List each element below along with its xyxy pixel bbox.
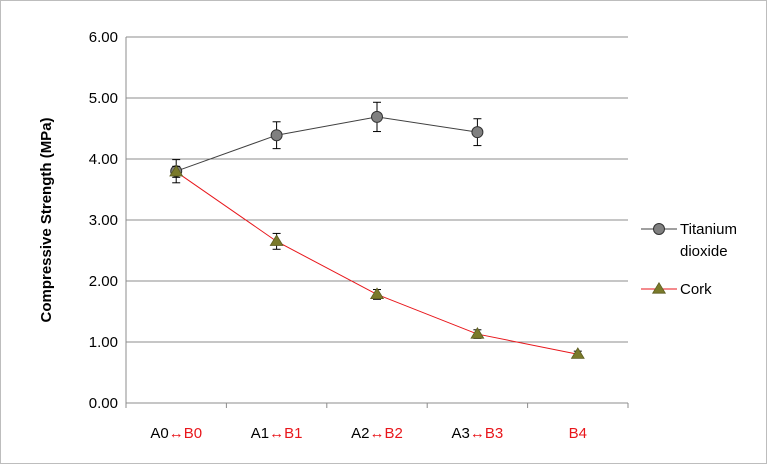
legend-label: Titanium xyxy=(680,221,737,238)
x-tick-label-a: A0 xyxy=(150,425,168,442)
y-tick-labels: 0.00 1.00 2.00 3.00 4.00 5.00 6.00 xyxy=(89,29,118,412)
series-line xyxy=(176,116,478,172)
legend: Titanium dioxide Cork xyxy=(641,221,737,298)
y-tick-label: 6.00 xyxy=(89,29,118,46)
x-tick-label-a: A2 xyxy=(351,425,369,442)
data-point-marker xyxy=(371,110,383,123)
legend-item: Titanium dioxide xyxy=(641,221,737,260)
x-tick-label: A1↔B1 xyxy=(251,425,303,442)
data-point-marker xyxy=(471,126,484,139)
x-tick-label-b: B4 xyxy=(569,425,587,442)
x-tick-label-a: A1 xyxy=(251,425,269,442)
series-line xyxy=(175,171,578,355)
data-point-marker xyxy=(270,129,283,142)
x-tick-label-b: B1 xyxy=(284,425,302,442)
data-point-marker xyxy=(369,287,385,300)
y-axis-label: Compressive Strength (MPa) xyxy=(38,117,55,322)
data-point-marker xyxy=(651,281,667,294)
y-tick-label: 1.00 xyxy=(89,334,118,351)
x-tick-label: B4 xyxy=(569,425,587,442)
x-tick-label: A3↔B3 xyxy=(452,425,504,442)
x-tick-arrow: ↔ xyxy=(269,425,284,442)
legend-label: Cork xyxy=(680,281,712,298)
x-tick-labels: A0↔B0 A1↔B1 A2↔B2 A3↔B3 B4 xyxy=(150,425,587,442)
data-point-marker xyxy=(570,347,585,359)
data-point-marker xyxy=(269,234,284,246)
series-titanium-dioxide xyxy=(170,101,484,184)
data-point-marker xyxy=(653,223,665,235)
y-tick-label: 5.00 xyxy=(89,90,118,107)
y-tick-label: 0.00 xyxy=(89,395,118,412)
x-tick-label-b: B0 xyxy=(184,425,202,442)
legend-item: Cork xyxy=(641,281,712,298)
data-point-marker xyxy=(470,327,485,339)
x-tick-label: A0↔B0 xyxy=(150,425,202,442)
axes xyxy=(125,37,629,408)
x-tick-label-a: A3 xyxy=(452,425,470,442)
x-tick-arrow: ↔ xyxy=(169,425,184,442)
x-tick-arrow: ↔ xyxy=(370,425,385,442)
legend-label: dioxide xyxy=(680,243,728,260)
y-tick-label: 2.00 xyxy=(89,273,118,290)
y-tick-label: 4.00 xyxy=(89,151,118,168)
x-tick-label-b: B3 xyxy=(485,425,503,442)
x-tick-arrow: ↔ xyxy=(470,425,485,442)
data-point-marker xyxy=(169,164,184,177)
x-tick-label-b: B2 xyxy=(385,425,403,442)
series-layer xyxy=(169,101,585,359)
series-cork xyxy=(169,164,585,359)
y-tick-label: 3.00 xyxy=(89,212,118,229)
x-tick-label: A2↔B2 xyxy=(351,425,403,442)
